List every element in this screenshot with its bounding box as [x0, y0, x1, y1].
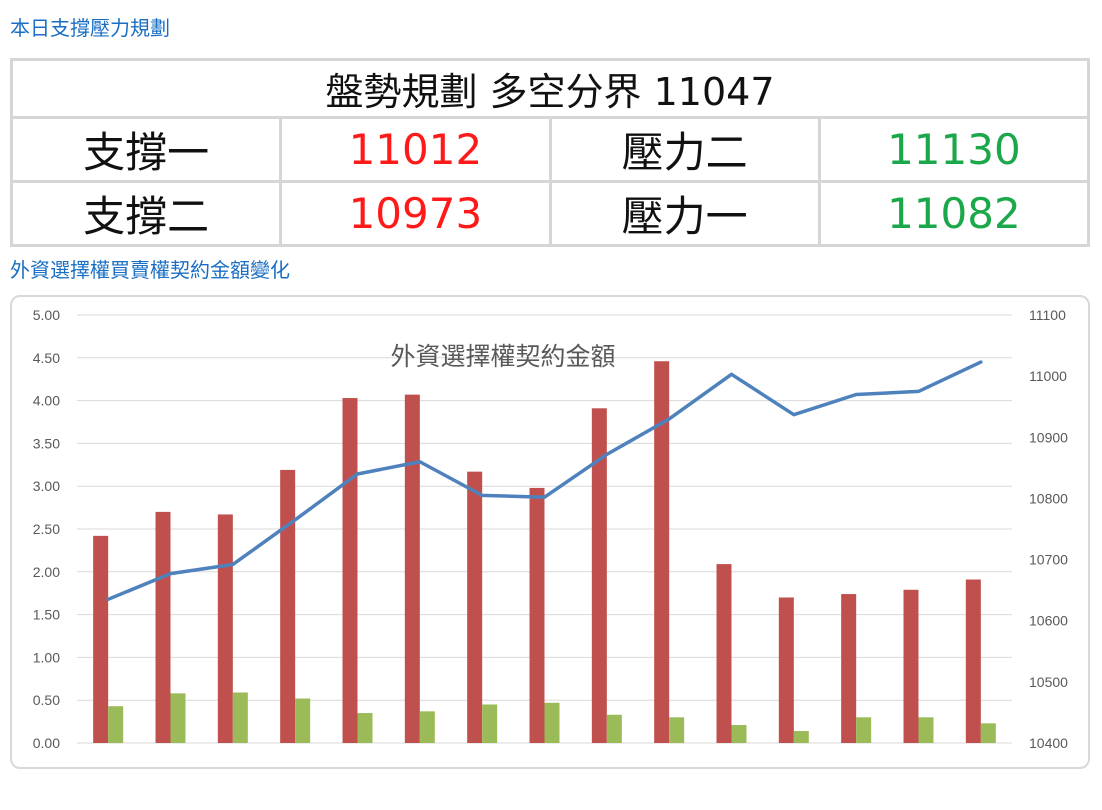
left-tick-label: 3.00	[33, 478, 60, 494]
bar-put	[731, 725, 747, 743]
chart-line-layer	[106, 360, 983, 602]
right-tick-label: 10700	[1029, 552, 1068, 568]
right-tick-label: 10500	[1029, 674, 1068, 690]
left-tick-label: 4.00	[33, 393, 60, 409]
bar-call	[342, 398, 358, 743]
resistance-label-2: 壓力二	[548, 116, 821, 183]
series-line	[106, 360, 983, 602]
chart-bars	[93, 361, 996, 743]
right-tick-label: 11100	[1029, 307, 1066, 323]
plan-header: 盤勢規劃 多空分界 11047	[10, 58, 1090, 119]
bar-call	[591, 408, 607, 743]
left-tick-label: 1.50	[33, 607, 60, 623]
bar-call	[404, 394, 420, 743]
chart-title: 外資選擇權契約金額	[390, 343, 615, 371]
chart-svg: 0.00 0.50 1.00 1.50 2.00 2.50 3.00 3.50 4.00 4.50…	[33, 307, 1068, 751]
left-tick-label: 3.50	[33, 435, 60, 451]
bar-call	[280, 469, 296, 743]
left-tick-label: 1.00	[33, 649, 60, 665]
bar-call	[654, 361, 670, 743]
right-tick-label: 10600	[1029, 613, 1068, 629]
right-tick-label: 10400	[1029, 735, 1068, 751]
bar-put	[419, 711, 435, 743]
bar-put	[793, 731, 809, 743]
bar-call	[155, 511, 171, 743]
left-tick-label: 5.00	[33, 307, 60, 323]
bar-put	[482, 704, 498, 743]
plan-table: 盤勢規劃 多空分界 11047 支撐一 11012 壓力二 11130 支撐二 …	[9, 58, 1091, 247]
chart-container: 0.00 0.50 1.00 1.50 2.00 2.50 3.00 3.50 4.00 4.50…	[10, 295, 1090, 769]
bar-put	[232, 692, 248, 743]
chart-section-title: 外資選擇權買賣權契約金額變化	[10, 258, 290, 282]
bar-call	[529, 487, 545, 743]
plan-row: 支撐二 10973 壓力一 11082	[9, 180, 1091, 247]
plan-section-title: 本日支撐壓力規劃	[10, 16, 170, 40]
bar-call	[965, 579, 981, 743]
support-value-1: 11012	[279, 116, 552, 183]
right-tick-label: 10800	[1029, 490, 1068, 506]
left-tick-label: 0.00	[33, 735, 60, 751]
bar-put	[108, 706, 124, 743]
support-label-2: 支撐二	[9, 180, 283, 247]
bar-put	[980, 723, 996, 743]
bar-put	[544, 702, 560, 743]
bar-call	[93, 535, 109, 743]
bar-put	[295, 698, 311, 743]
bar-call	[467, 471, 483, 743]
bar-put	[918, 717, 934, 743]
support-label-1: 支撐一	[9, 116, 283, 183]
plan-row: 支撐一 11012 壓力二 11130	[9, 116, 1091, 183]
right-tick-label: 10900	[1029, 429, 1068, 445]
support-value-2: 10973	[279, 180, 552, 247]
left-tick-label: 2.50	[33, 521, 60, 537]
bar-put	[856, 717, 872, 743]
bar-put	[606, 714, 622, 743]
left-tick-label: 2.00	[33, 564, 60, 580]
resistance-value-2: 11130	[817, 116, 1091, 183]
bar-call	[716, 564, 732, 743]
bar-put	[669, 717, 685, 743]
bar-call	[778, 597, 794, 743]
bar-call	[841, 594, 857, 743]
bar-call	[903, 589, 919, 743]
left-tick-label: 4.50	[33, 350, 60, 366]
bar-call	[217, 514, 233, 743]
bar-put	[357, 713, 373, 743]
right-tick-label: 11000	[1029, 368, 1067, 384]
left-axis-ticks: 0.00 0.50 1.00 1.50 2.00 2.50 3.00 3.50 4.00 4.50…	[33, 307, 60, 751]
right-axis-ticks: 10400 10500 10600 10700 10800 10900 11000 11100	[1029, 307, 1068, 751]
resistance-value-1: 11082	[817, 180, 1091, 247]
bar-put	[170, 693, 186, 743]
left-tick-label: 0.50	[33, 692, 60, 708]
resistance-label-1: 壓力一	[548, 180, 821, 247]
